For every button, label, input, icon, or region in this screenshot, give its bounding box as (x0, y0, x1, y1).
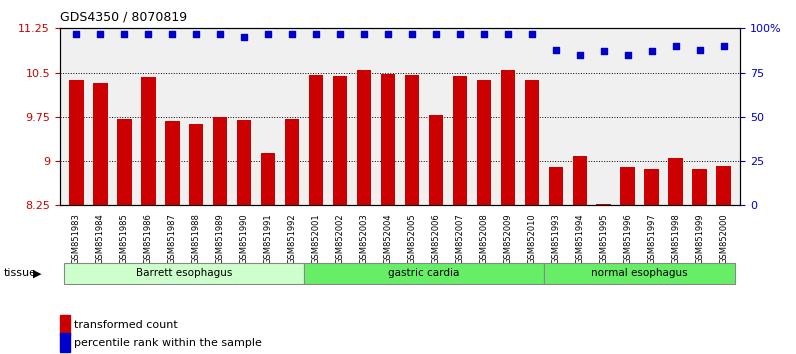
Text: Barrett esophagus: Barrett esophagus (136, 268, 232, 278)
Point (597, 48, 610, 54)
Bar (620, 167, 635, 205)
Bar (645, 169, 659, 205)
Bar (596, 204, 611, 205)
Point (262, 31, 275, 36)
Bar (261, 153, 275, 205)
Point (717, 43, 730, 49)
Point (525, 31, 538, 36)
Point (118, 31, 131, 36)
Bar (213, 118, 228, 205)
Bar (525, 80, 539, 205)
Point (381, 31, 394, 36)
Bar (548, 167, 563, 205)
Bar (117, 119, 131, 205)
Point (94, 31, 107, 36)
Point (501, 31, 514, 36)
Bar (669, 158, 683, 205)
Bar (693, 169, 707, 205)
Text: tissue: tissue (4, 268, 37, 278)
Point (406, 31, 419, 36)
Text: gastric cardia: gastric cardia (388, 268, 459, 278)
Bar (357, 70, 371, 205)
Point (70, 31, 83, 36)
Point (573, 52, 586, 58)
FancyBboxPatch shape (544, 263, 736, 284)
Bar (333, 76, 347, 205)
Point (430, 31, 443, 36)
FancyBboxPatch shape (304, 263, 544, 284)
Text: transformed count: transformed count (74, 320, 178, 330)
Bar (405, 75, 419, 205)
Bar (380, 74, 395, 205)
Point (310, 31, 322, 36)
Point (622, 52, 634, 58)
Point (286, 31, 298, 36)
Point (166, 31, 178, 36)
Point (190, 31, 203, 36)
Bar (189, 125, 204, 205)
Text: normal esophagus: normal esophagus (591, 268, 688, 278)
Point (334, 31, 346, 36)
Point (238, 34, 251, 40)
Point (669, 43, 682, 49)
Bar (165, 121, 180, 205)
Text: percentile rank within the sample: percentile rank within the sample (74, 338, 262, 348)
Bar (716, 166, 731, 205)
Bar (285, 119, 299, 205)
Point (646, 48, 658, 54)
Bar (93, 83, 107, 205)
Point (357, 31, 370, 36)
Point (693, 47, 706, 52)
Bar (309, 75, 323, 205)
Point (549, 47, 562, 52)
Text: ▶: ▶ (33, 268, 42, 278)
Point (142, 31, 154, 36)
Bar (429, 115, 443, 205)
Bar (141, 77, 155, 205)
Point (478, 31, 490, 36)
Bar (69, 80, 84, 205)
Bar (453, 76, 467, 205)
Bar (237, 120, 252, 205)
Bar (477, 80, 491, 205)
Point (214, 31, 227, 36)
FancyBboxPatch shape (64, 263, 304, 284)
Point (454, 31, 466, 36)
Text: GDS4350 / 8070819: GDS4350 / 8070819 (60, 11, 187, 24)
Bar (501, 70, 515, 205)
Bar (572, 156, 587, 205)
